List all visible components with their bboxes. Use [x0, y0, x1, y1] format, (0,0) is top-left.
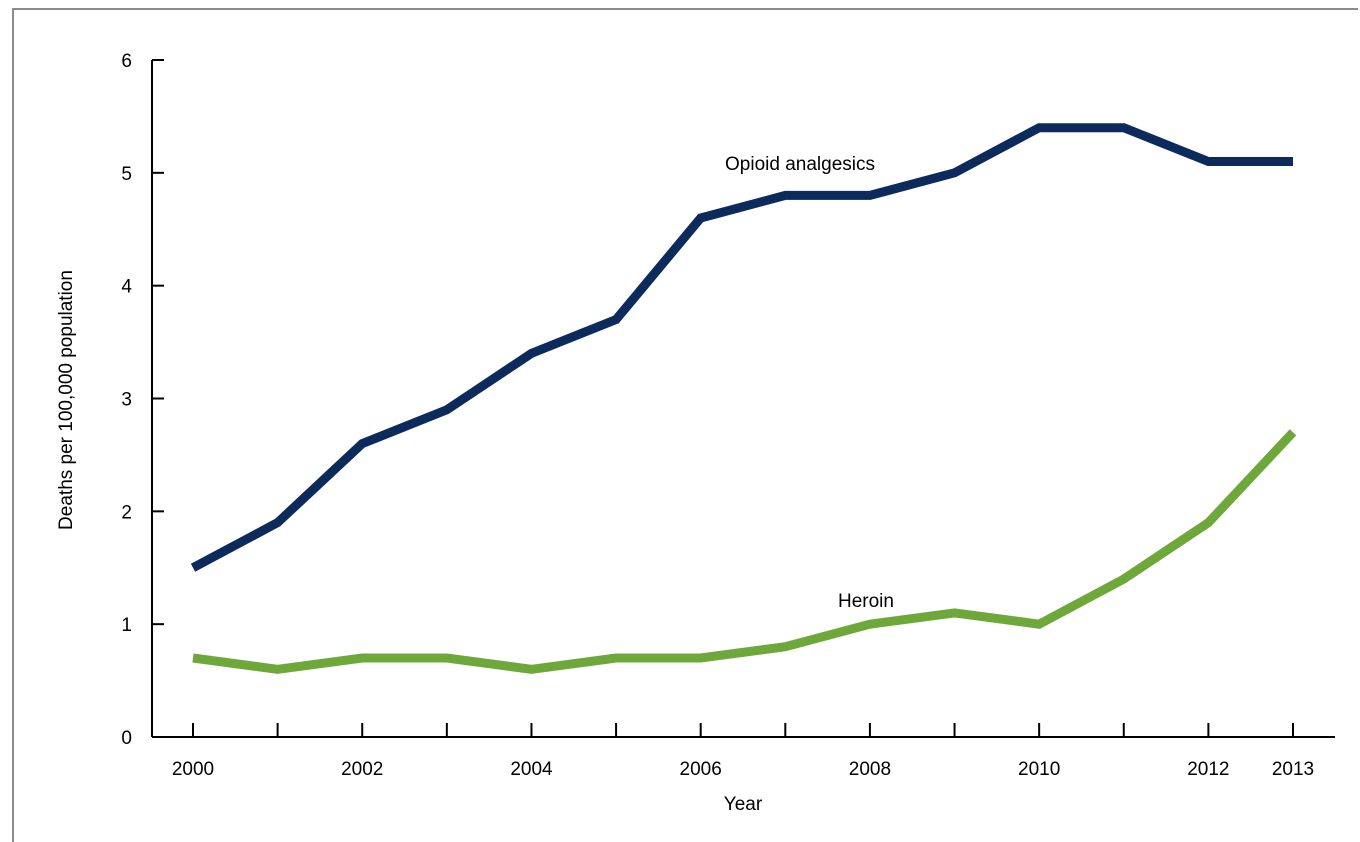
y-tick-label: 6	[121, 51, 132, 72]
labels-layer: Opioid analgesics Heroin	[725, 154, 894, 612]
series-label: Heroin	[838, 591, 894, 612]
x-tick-label: 2013	[1272, 759, 1314, 780]
x-axis-title: Year	[724, 794, 763, 815]
y-tick-label: 3	[121, 390, 132, 411]
y-tick-label: 5	[121, 164, 132, 185]
x-tick-label: 2002	[341, 759, 383, 780]
y-tick-label: 0	[121, 728, 132, 749]
y-tick-label: 1	[121, 615, 132, 636]
x-tick-label: 2010	[1018, 759, 1060, 780]
axes: 0 1 2 3 4 5 6 2000 2002 2004 2006 2008 2010 2012 2013 Y…	[56, 51, 1335, 815]
x-tick-label: 2008	[849, 759, 891, 780]
x-tick-label: 2006	[680, 759, 722, 780]
x-tick-label: 2012	[1187, 759, 1229, 780]
series-layer	[190, 123, 1297, 674]
x-tick-label: 2004	[510, 759, 553, 780]
y-tick-label: 2	[121, 502, 132, 523]
series-line-opioid-analgesics	[190, 123, 1293, 572]
x-tick-label: 2000	[172, 759, 214, 780]
y-axis-title: Deaths per 100,000 population	[56, 270, 77, 530]
y-tick-label: 4	[121, 277, 132, 298]
series-label: Opioid analgesics	[725, 154, 875, 175]
chart-frame	[12, 8, 1358, 842]
series-line-heroin	[192, 429, 1297, 674]
